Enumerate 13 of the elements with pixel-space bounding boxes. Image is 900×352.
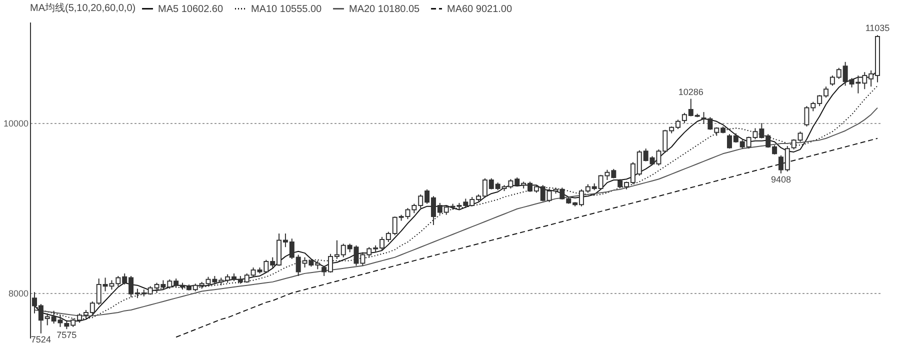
annotation: 9408 — [770, 174, 791, 184]
y-tick-label: 8000 — [8, 288, 28, 298]
annotation: 10286 — [678, 86, 704, 97]
legend-label: MA60 9021.00 — [447, 4, 512, 15]
annotation: 11035 — [865, 23, 890, 34]
annotation: 7575 — [56, 330, 77, 340]
line-series — [176, 138, 878, 338]
legend-label: MA20 10180.05 — [349, 4, 420, 15]
legend-label: MA10 10555.00 — [251, 4, 322, 15]
legend-label: MA5 10602.60 — [158, 4, 224, 15]
y-tick-label: 10000 — [3, 118, 28, 129]
legend-title: MA均线(5,10,20,60,0,0) — [30, 2, 136, 14]
annotation: 7524 — [30, 334, 51, 344]
